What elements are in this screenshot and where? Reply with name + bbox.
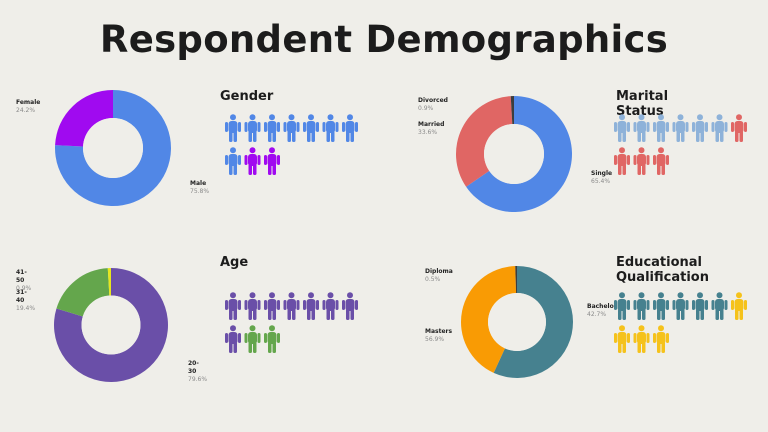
gender-title: Gender (220, 89, 274, 104)
person-icon (692, 114, 708, 142)
marital-status-donut-chart (456, 96, 572, 212)
slice-diploma (515, 266, 517, 294)
marital-label-married: Married 33.6% (418, 121, 445, 136)
gender-label-female: Female 24.2% (16, 99, 41, 114)
gender-donut-chart (55, 90, 171, 206)
person-icon (342, 292, 358, 320)
donut-hole (488, 293, 546, 351)
page-title: Respondent Demographics (99, 18, 669, 61)
slice-bachelor (461, 266, 517, 373)
person-icon (692, 292, 708, 320)
person-icon (731, 114, 747, 142)
slice-married (456, 96, 513, 187)
slice-20-30 (53, 268, 168, 382)
person-icon (264, 114, 280, 142)
slice-31-40 (56, 268, 110, 317)
person-icon (672, 114, 689, 142)
person-icon (633, 114, 650, 142)
person-icon (244, 114, 261, 142)
age-donut-chart (53, 268, 168, 382)
person-icon (225, 292, 241, 320)
slice-divorced (510, 96, 514, 125)
person-icon (731, 292, 747, 320)
person-icon (264, 147, 280, 175)
person-icon (633, 292, 650, 320)
education-label-diploma: Diploma 0.5% (425, 268, 453, 283)
person-icon (711, 292, 728, 320)
person-icon (653, 147, 669, 175)
donut-hole (83, 118, 143, 178)
education-donut-chart (461, 266, 573, 378)
person-icon (342, 114, 358, 142)
person-icon (614, 292, 630, 320)
age-label-20-30: 20-30 79.6% (188, 360, 208, 383)
person-icon (614, 147, 630, 175)
person-icon (653, 325, 669, 353)
person-icon (244, 147, 261, 175)
person-icon (303, 292, 319, 320)
person-icon (283, 114, 300, 142)
person-icon (283, 292, 300, 320)
person-icon (225, 147, 241, 175)
education-title: Educational Qualification (616, 255, 709, 285)
person-icon (322, 114, 339, 142)
age-label-41-50: 41-50 0.9% (16, 269, 32, 292)
slice-female (55, 90, 113, 147)
person-icon (264, 325, 280, 353)
person-icon (653, 292, 669, 320)
person-icon (711, 114, 728, 142)
marital-label-divorced: Divorced 0.9% (418, 97, 448, 112)
person-icon (225, 114, 241, 142)
person-icon (225, 325, 241, 353)
person-icon (303, 114, 319, 142)
person-icon (244, 325, 261, 353)
slice-masters (493, 266, 573, 378)
slice-male (55, 90, 171, 206)
slice-single (466, 96, 572, 212)
donut-hole (484, 124, 544, 184)
person-icon (614, 114, 630, 142)
slice-41-50 (107, 268, 111, 296)
person-icon (264, 292, 280, 320)
marital-status-title: Marital Status (616, 89, 669, 119)
age-label-31-40: 31-40 19.4% (16, 289, 36, 312)
person-icon (614, 325, 630, 353)
gender-label-male: Male 75.8% (190, 180, 210, 195)
person-icon (633, 147, 650, 175)
education-pictogram (614, 292, 747, 353)
donut-hole (81, 295, 141, 355)
person-icon (672, 292, 689, 320)
person-icon (244, 292, 261, 320)
person-icon (633, 325, 650, 353)
education-label-masters: Masters 56.9% (425, 328, 453, 343)
person-icon (653, 114, 669, 142)
person-icon (322, 292, 339, 320)
marital-label-single: Single 65.4% (591, 170, 613, 185)
marital-status-pictogram (614, 114, 747, 175)
age-title: Age (220, 255, 249, 270)
education-label-bachelor: Bachelor 42.7% (587, 303, 617, 318)
age-pictogram (225, 292, 358, 353)
gender-pictogram (225, 114, 358, 175)
